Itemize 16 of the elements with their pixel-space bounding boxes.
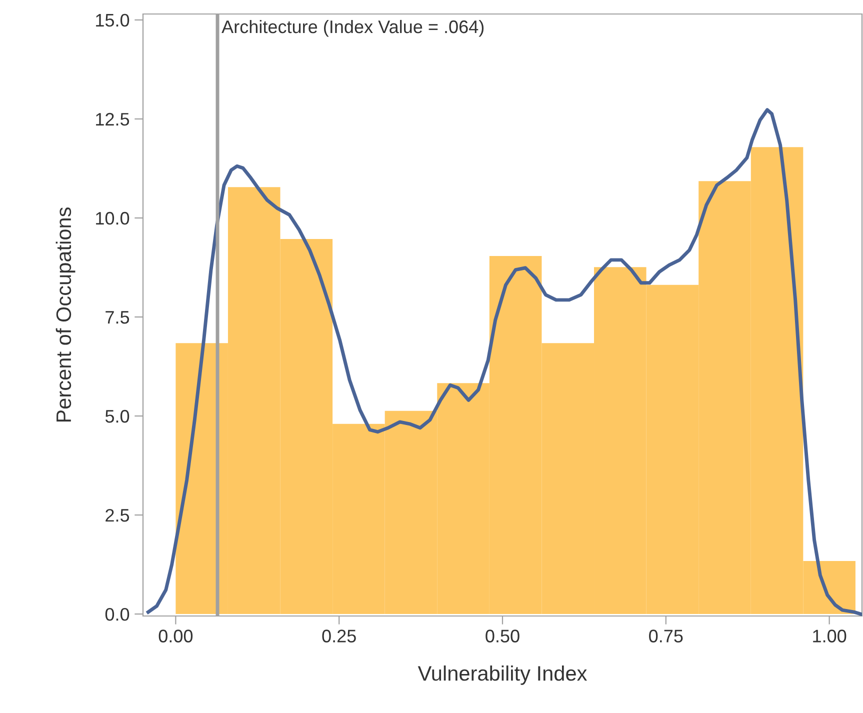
y-tick-label: 2.5 [106,508,130,522]
y-tick-label: 10.0 [96,212,130,225]
y-axis-title: Percent of Occupations [56,207,76,422]
x-axis-title: Vulnerability Index [418,665,588,685]
y-tick-label: 15.0 [96,14,130,27]
x-tick-label: 0.50 [486,630,520,642]
y-tick-label: 12.5 [96,112,130,126]
x-tick-label: 0.25 [322,630,356,642]
line-series [146,108,862,616]
x-tick-label: 0.75 [649,630,683,642]
y-tick-label: 7.5 [106,311,130,324]
x-tick-label: 1.00 [813,630,846,642]
y-tick-label: 5.0 [105,410,130,423]
y-tick-label: 0.0 [105,608,130,621]
x-tick-label: 0.00 [158,630,193,642]
ref-line-label: Architecture (Index Value = .064) [222,20,484,37]
